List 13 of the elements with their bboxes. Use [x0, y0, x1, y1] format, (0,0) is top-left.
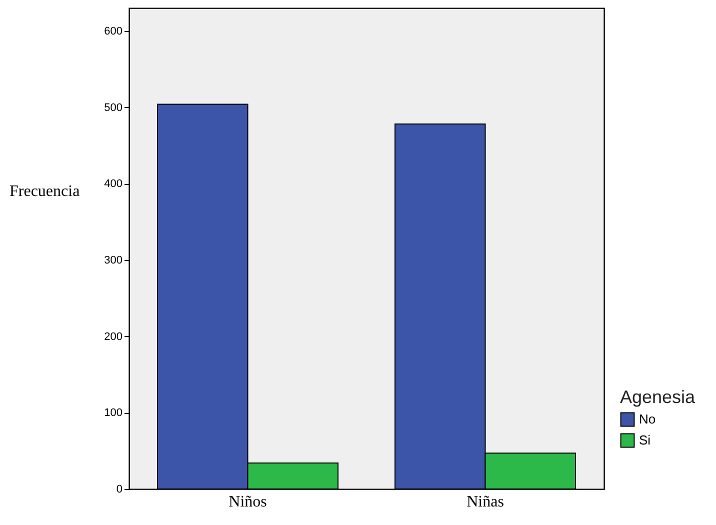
x-tick-label: Niñas — [466, 494, 504, 510]
y-tick-label: 600 — [104, 25, 122, 38]
y-tick-label: 0 — [116, 484, 122, 496]
y-tick-label: 200 — [104, 330, 122, 343]
y-axis-title: Frecuencia — [10, 183, 80, 200]
x-tick-label: Niños — [228, 494, 267, 510]
y-tick-label: 400 — [104, 178, 122, 190]
legend-label: No — [639, 412, 656, 426]
legend-label: Si — [639, 432, 651, 448]
y-tick-label: 300 — [104, 254, 122, 266]
y-tick-label: 100 — [104, 407, 122, 420]
y-tick-label: 500 — [104, 102, 122, 114]
legend-title: Agenesia — [620, 387, 696, 407]
